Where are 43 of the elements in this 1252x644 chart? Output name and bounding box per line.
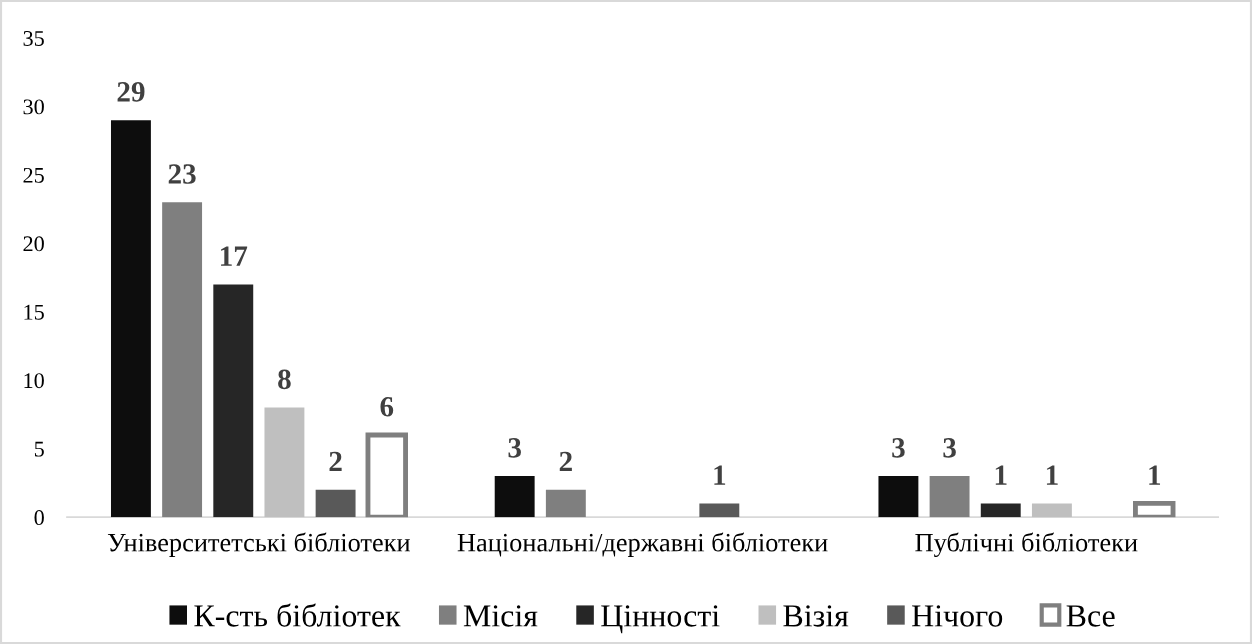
y-tick-label: 35 bbox=[23, 30, 44, 46]
bar bbox=[162, 202, 203, 518]
bar bbox=[929, 476, 970, 518]
bar bbox=[264, 407, 305, 518]
y-tick-label: 15 bbox=[24, 304, 44, 320]
data-label: 29 bbox=[117, 82, 145, 102]
data-label: 6 bbox=[380, 396, 394, 417]
bar bbox=[494, 476, 535, 518]
legend-label: К-сть бібліотек bbox=[194, 603, 401, 627]
data-label: 1 bbox=[1149, 465, 1161, 485]
x-tick-label: Публічні бібліотеки bbox=[915, 532, 1138, 557]
legend-label: Цінності bbox=[601, 605, 720, 634]
data-label: 1 bbox=[714, 465, 726, 485]
legend-label: Все bbox=[1066, 605, 1115, 627]
bar bbox=[545, 489, 586, 518]
y-tick-label: 5 bbox=[34, 441, 44, 457]
data-label: 8 bbox=[278, 369, 291, 390]
x-tick-label: Університетські бібліотеки bbox=[107, 532, 410, 557]
data-label: 23 bbox=[168, 164, 196, 184]
data-label: 17 bbox=[221, 246, 248, 266]
bar bbox=[213, 284, 254, 518]
data-label: 1 bbox=[995, 465, 1007, 485]
bar bbox=[980, 503, 1021, 518]
y-tick-label: 20 bbox=[23, 236, 44, 252]
data-label: 1 bbox=[1046, 465, 1058, 485]
bar bbox=[1031, 503, 1072, 518]
y-tick-label: 0 bbox=[34, 510, 44, 526]
bar bbox=[315, 489, 356, 518]
bar bbox=[699, 503, 740, 518]
data-label: 3 bbox=[943, 438, 956, 458]
data-label: 3 bbox=[892, 438, 905, 458]
legend-label: Нічого bbox=[912, 605, 1003, 627]
y-tick-label: 25 bbox=[23, 167, 44, 183]
data-label: 3 bbox=[508, 438, 521, 458]
y-tick-label: 10 bbox=[24, 373, 44, 389]
legend-label: Візія bbox=[783, 605, 849, 627]
data-label: 2 bbox=[329, 451, 342, 472]
bar bbox=[110, 120, 151, 518]
data-label: 2 bbox=[559, 451, 572, 472]
y-tick-label: 30 bbox=[23, 99, 44, 115]
bar bbox=[878, 476, 919, 518]
x-tick-label: Національні/державні бібліотеки bbox=[457, 532, 828, 557]
legend-label: Місія bbox=[463, 605, 538, 627]
